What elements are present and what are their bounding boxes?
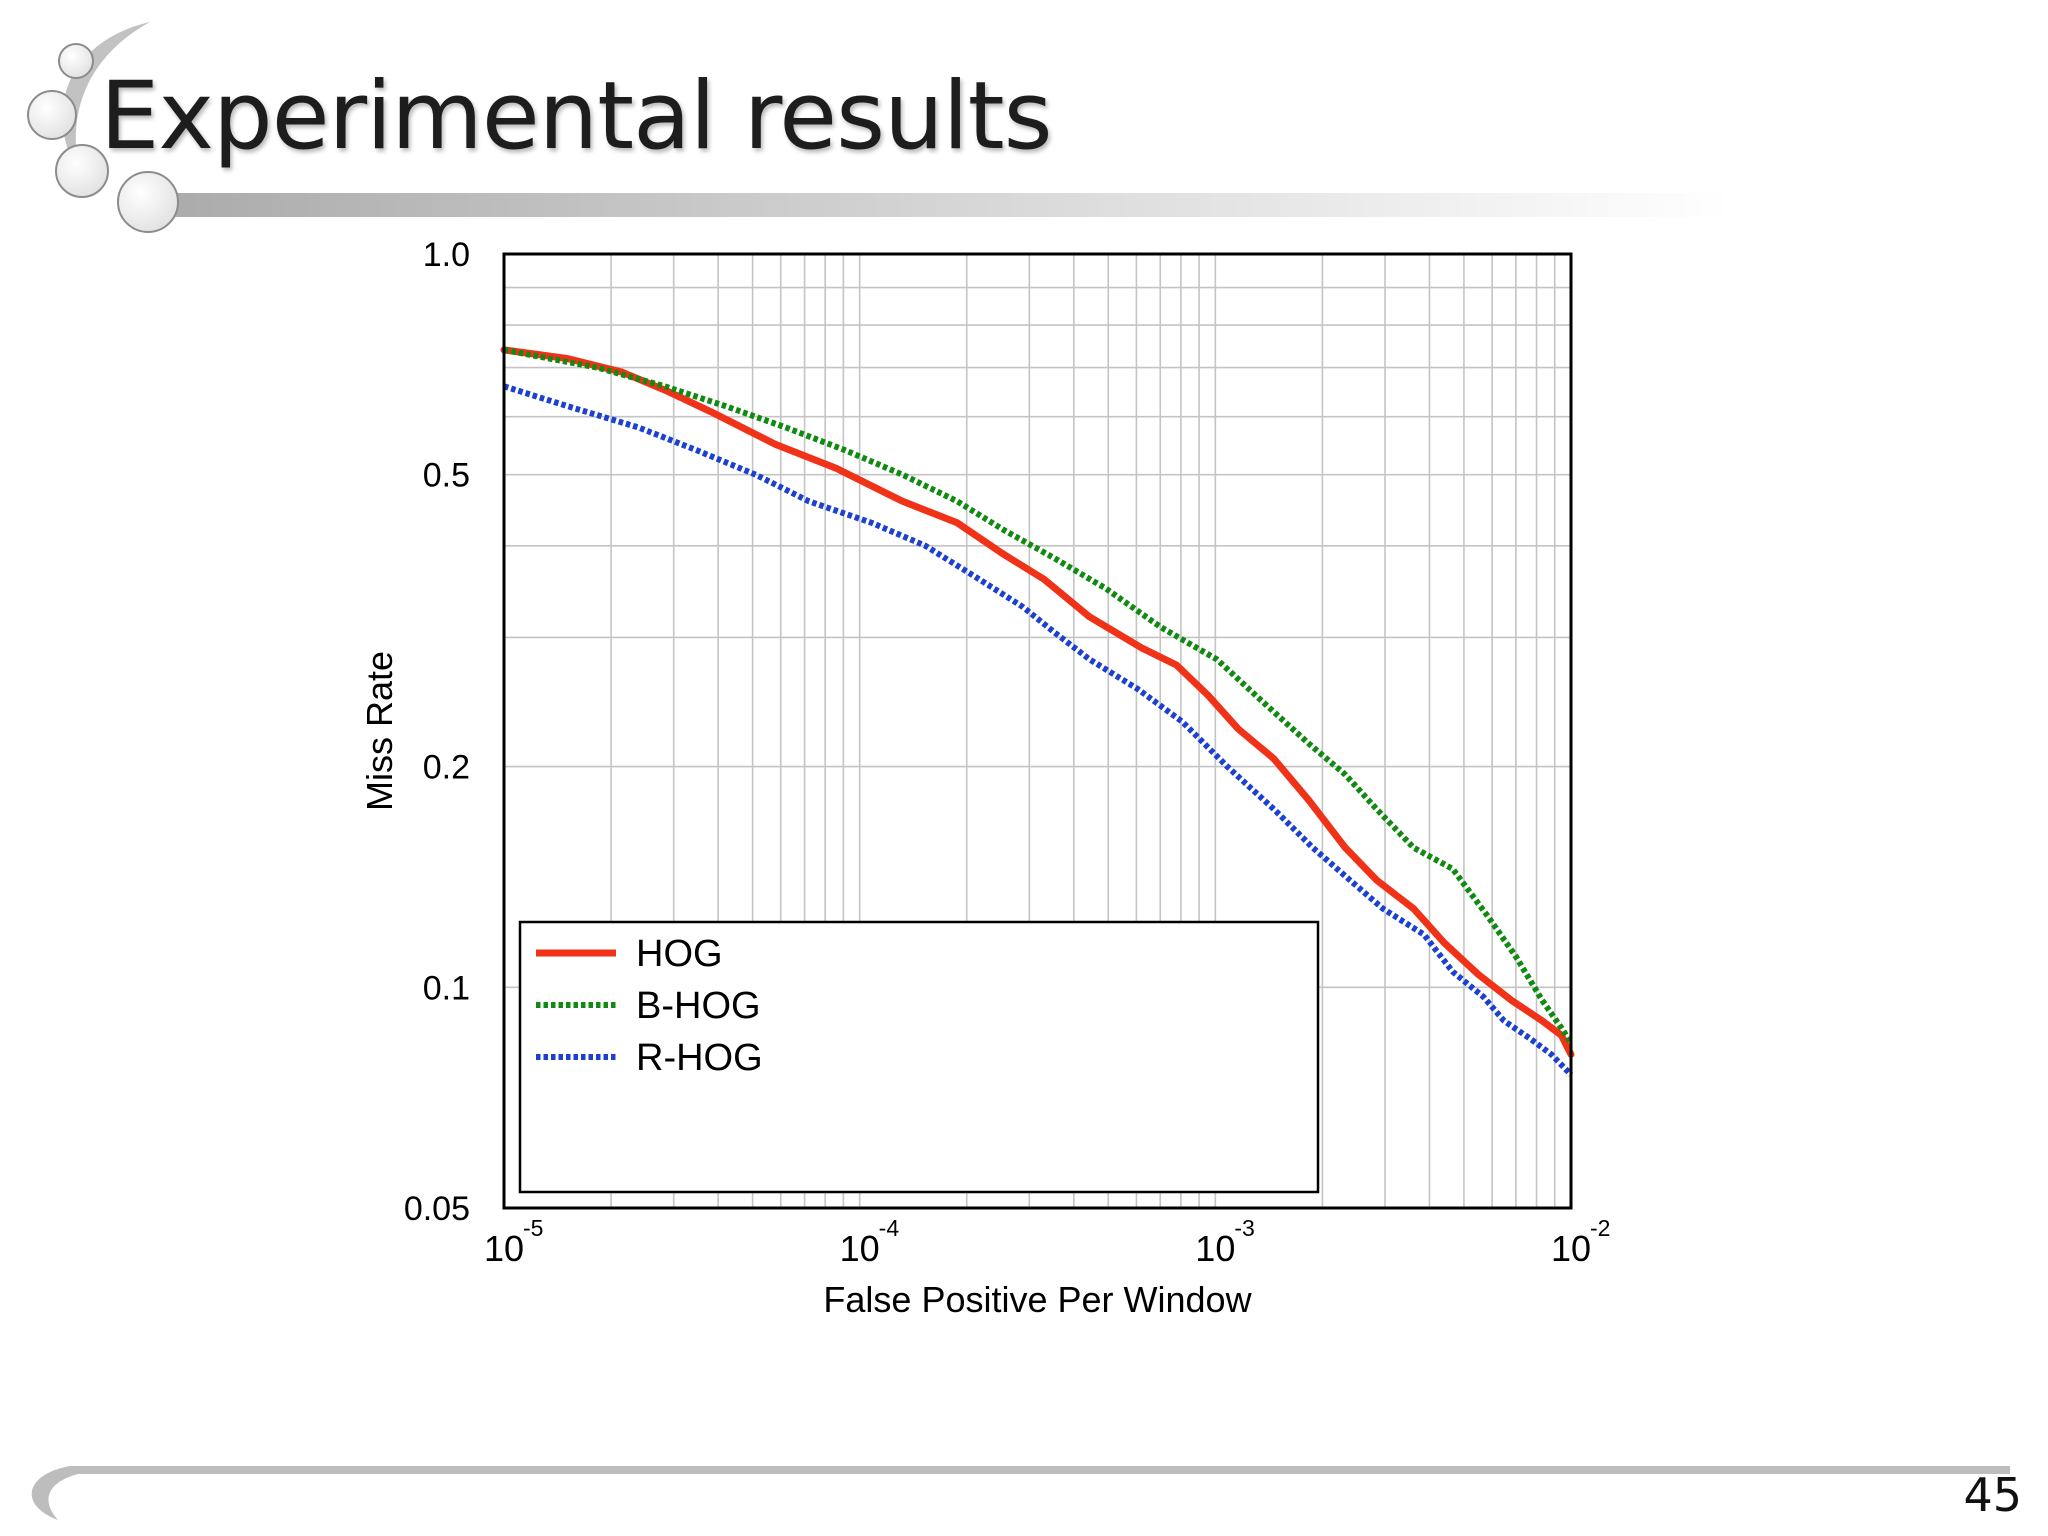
plot-frame (502, 252, 1573, 1210)
series-line-r-hog (503, 383, 1574, 1077)
legend-label-b-hog: B-HOG (636, 985, 761, 1027)
legend-label-r-hog: R-HOG (636, 1037, 763, 1079)
legend-box (518, 920, 1320, 1194)
y-tick-label: 0.1 (423, 969, 470, 1007)
x-tick-exponent: -4 (879, 1215, 900, 1241)
y-tick-label: 0.05 (404, 1190, 470, 1228)
slide-title: Experimental results (100, 62, 1053, 171)
title-decoration (27, 22, 1730, 233)
series-line-hog (500, 346, 1575, 1058)
y-tick-label: 0.5 (423, 457, 470, 495)
x-tick-label: 10 (840, 1228, 880, 1269)
legend-label-hog: HOG (636, 933, 723, 975)
series-line-b-hog (503, 346, 1574, 1045)
x-tick-exponent: -3 (1234, 1215, 1254, 1241)
x-axis-label: False Positive Per Window (823, 1279, 1252, 1320)
page-number: 45 (1963, 1468, 2022, 1522)
x-tick-exponent: -5 (523, 1215, 543, 1241)
x-tick-label: 10 (1195, 1228, 1235, 1269)
y-tick-label: 1.0 (423, 236, 470, 274)
x-tick-label: 10 (1551, 1228, 1591, 1269)
x-tick-label: 10 (484, 1228, 524, 1269)
x-tick-exponent: -2 (1590, 1215, 1610, 1241)
y-tick-label: 0.2 (423, 749, 470, 787)
y-axis-label: Miss Rate (359, 651, 400, 811)
